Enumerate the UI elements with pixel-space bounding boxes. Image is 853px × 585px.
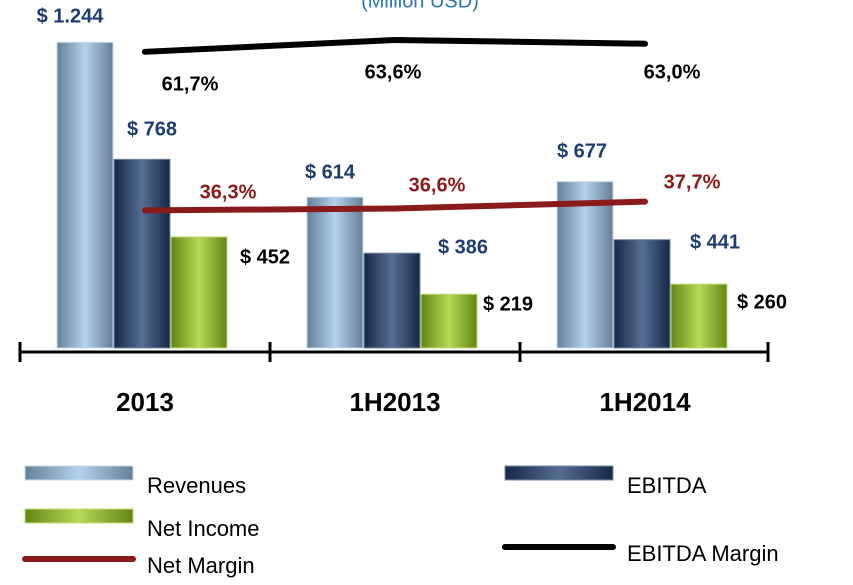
legend-label: EBITDA Margin	[627, 541, 779, 566]
bar	[306, 196, 364, 349]
bar	[113, 158, 171, 349]
bar	[556, 181, 614, 349]
value-label: $ 1.244	[37, 5, 105, 27]
value-label: 37,7%	[664, 171, 721, 193]
bar	[170, 236, 228, 349]
bar	[670, 283, 728, 349]
value-label: 36,3%	[200, 181, 257, 203]
legend-label: Net Income	[147, 516, 260, 541]
value-label: $ 677	[557, 140, 607, 162]
bar	[613, 239, 671, 349]
x-tick-label: 1H2013	[349, 387, 440, 417]
bar	[56, 41, 114, 349]
legend-label: EBITDA	[627, 473, 707, 498]
x-tick-label: 1H2014	[599, 387, 691, 417]
value-label: $ 386	[438, 236, 488, 258]
bar	[420, 293, 478, 349]
value-label: $ 768	[127, 118, 177, 140]
legend-swatch	[24, 508, 134, 524]
bar	[363, 252, 421, 349]
value-label: $ 452	[240, 246, 290, 268]
line	[142, 198, 648, 214]
legend-swatch	[504, 465, 614, 481]
legend-label: Net Margin	[147, 553, 255, 578]
value-label: 63,6%	[365, 61, 422, 83]
value-label: 36,6%	[409, 174, 466, 196]
x-tick-label: 2013	[116, 387, 174, 417]
value-label: $ 219	[483, 293, 533, 315]
value-label: $ 441	[690, 231, 740, 253]
line	[142, 36, 648, 55]
value-label: 61,7%	[162, 73, 219, 95]
value-label: 63,0%	[644, 61, 701, 83]
legend-swatch	[24, 465, 134, 481]
value-label: $ 260	[737, 291, 787, 313]
value-label: $ 614	[305, 161, 356, 183]
legend-label: Revenues	[147, 473, 246, 498]
chart-subtitle: (Million USD)	[361, 0, 479, 12]
